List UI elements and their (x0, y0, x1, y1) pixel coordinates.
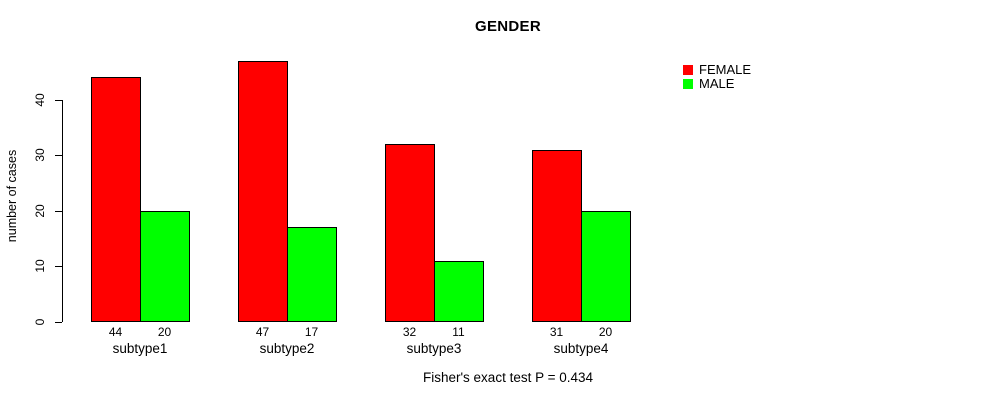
bar-female-subtype3 (385, 144, 435, 322)
bar-male-subtype4 (581, 211, 631, 322)
y-tick-mark (55, 322, 62, 323)
bar-male-subtype1 (140, 211, 190, 322)
legend: FEMALE MALE (683, 62, 752, 92)
legend-swatch-male (683, 79, 693, 89)
legend-swatch-female (683, 65, 693, 75)
legend-row-male: MALE (683, 76, 751, 91)
y-tick-label: 20 (33, 204, 47, 218)
y-tick-label: 30 (33, 148, 47, 162)
legend-label-male: MALE (699, 76, 735, 91)
bar-value-male-subtype2: 17 (304, 325, 319, 339)
legend-row-female: FEMALE (683, 62, 752, 77)
x-category-label-subtype4: subtype4 (553, 341, 609, 356)
bar-value-female-subtype1: 44 (108, 325, 123, 339)
x-category-label-subtype3: subtype3 (406, 341, 462, 356)
legend-label-female: FEMALE (699, 62, 752, 77)
bar-female-subtype4 (532, 150, 582, 322)
y-axis-label: number of cases (5, 149, 19, 243)
bar-value-male-subtype4: 20 (598, 325, 613, 339)
bar-value-female-subtype4: 31 (549, 325, 564, 339)
bar-value-female-subtype2: 47 (255, 325, 270, 339)
y-tick-label: 0 (33, 318, 47, 326)
bar-female-subtype2 (238, 61, 288, 322)
x-category-label-subtype2: subtype2 (259, 341, 315, 356)
bar-value-male-subtype1: 20 (157, 325, 172, 339)
y-tick-label: 40 (33, 93, 47, 107)
y-tick-mark (55, 211, 62, 212)
y-axis-line (62, 100, 63, 322)
annotation-text: Fisher's exact test P = 0.434 (422, 370, 594, 385)
y-tick-mark (55, 100, 62, 101)
bar-value-female-subtype3: 32 (402, 325, 417, 339)
bar-female-subtype1 (91, 77, 141, 322)
chart-title: GENDER (475, 18, 541, 35)
y-tick-mark (55, 266, 62, 267)
bar-male-subtype2 (287, 227, 337, 322)
bar-value-male-subtype3: 11 (452, 325, 465, 339)
y-tick-mark (55, 155, 62, 156)
x-category-label-subtype1: subtype1 (112, 341, 168, 356)
y-tick-label: 10 (33, 259, 47, 273)
bar-male-subtype3 (434, 261, 484, 322)
